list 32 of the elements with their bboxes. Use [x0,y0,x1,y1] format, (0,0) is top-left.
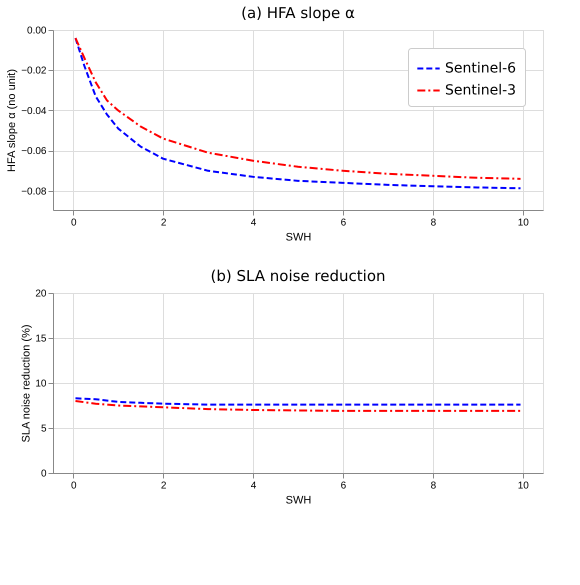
y-tick-label: 5 [40,424,47,434]
y-tick-label: −0.06 [21,146,47,158]
legend-label: Sentinel-6 [445,60,516,76]
x-tick-label: 8 [430,218,437,228]
chart-title: (a) HFA slope α [241,4,356,22]
y-tick-label: −0.08 [21,186,47,198]
y-tick-label: −0.04 [21,106,47,117]
y-tick-label: −0.02 [21,66,47,77]
x-axis-title: SWH [286,494,312,506]
x-tick-label: 2 [160,218,167,228]
x-tick-label: 0 [70,218,77,228]
x-tick-label: 4 [250,480,257,492]
x-axis-title: SWH [286,232,312,244]
line-series [74,400,522,412]
x-tick-label: 10 [518,218,530,228]
x-tick-label: 8 [430,480,437,492]
y-tick-label: 0 [40,468,47,480]
x-tick-label: 4 [250,218,257,228]
y-tick-label: 0.00 [27,26,47,36]
chart-title: (b) SLA noise reduction [210,267,386,285]
x-tick-label: 2 [160,480,167,492]
x-tick-label: 10 [518,480,530,492]
y-tick-label: 15 [35,334,47,344]
y-axis-title: SLA noise reduction (%) [20,324,32,443]
y-tick-label: 10 [35,378,47,390]
x-tick-label: 6 [340,480,347,492]
line-series [74,397,522,406]
y-axis-title: HFA slope α (no unit) [6,69,18,172]
x-tick-label: 0 [70,480,77,492]
x-tick-label: 6 [340,218,347,228]
y-tick-label: 20 [35,288,47,300]
legend-label: Sentinel-3 [445,82,516,98]
